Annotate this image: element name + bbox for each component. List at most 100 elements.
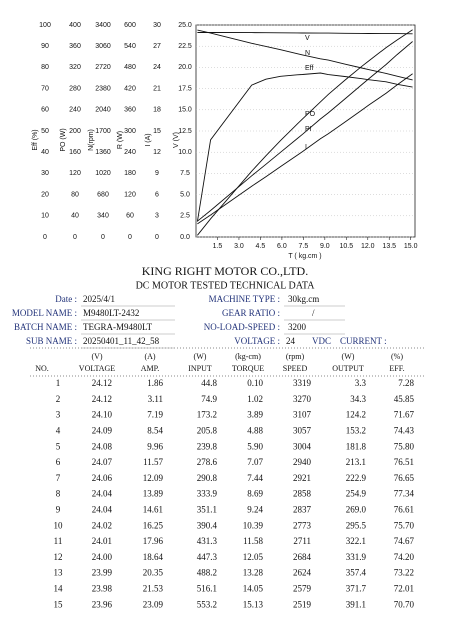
table-cell: 357.4 (346, 568, 367, 578)
y-tick-label: 1360 (95, 149, 111, 156)
x-tick-label: 6.0 (277, 243, 287, 250)
table-cell: 74.43 (394, 425, 415, 435)
table-cell: 4.88 (247, 425, 263, 435)
table-cell: 2711 (293, 536, 311, 546)
column-header: NO. (35, 364, 49, 373)
field-label: VOLTAGE : (234, 336, 280, 346)
table-cell: 23.98 (92, 583, 113, 593)
y-tick-label: 3400 (95, 22, 111, 29)
y-tick-label: 30 (153, 22, 161, 29)
y-tick-label: 5.0 (180, 191, 190, 198)
table-cell: 2940 (293, 457, 312, 467)
field-value: 3200 (288, 322, 307, 332)
table-cell: 11.58 (243, 536, 263, 546)
table-cell: 24.00 (92, 552, 113, 562)
table-cell: 290.8 (197, 473, 218, 483)
table-cell: 44.8 (201, 378, 217, 388)
y-tick-label: 15 (153, 128, 161, 135)
table-cell: 8 (56, 489, 61, 499)
y-tick-label: 80 (41, 64, 49, 71)
curve (196, 72, 413, 222)
table-cell: 23.09 (143, 599, 164, 609)
table-cell: 3 (56, 410, 61, 420)
y-tick-label: 400 (69, 22, 81, 29)
curve-label: PO (305, 111, 316, 118)
y-tick-label: 50 (41, 128, 49, 135)
y-tick-label: 20 (41, 191, 49, 198)
table-cell: 23.96 (92, 599, 113, 609)
axis-label: N(rpm) (88, 129, 95, 151)
y-tick-label: 17.5 (178, 85, 192, 92)
table-cell: 76.61 (394, 504, 414, 514)
table-cell: 3.3 (355, 378, 367, 388)
table-cell: 391.1 (346, 599, 366, 609)
column-header: EFF. (389, 364, 404, 373)
table-cell: 181.8 (346, 441, 367, 451)
x-tick-label: 7.5 (298, 243, 308, 250)
table-cell: 2624 (293, 568, 312, 578)
table-cell: 269.0 (346, 504, 367, 514)
column-unit: (rpm) (286, 352, 305, 361)
curve (197, 73, 413, 225)
field-label: MODEL NAME : (12, 308, 77, 318)
column-header: VOLTAGE (79, 364, 116, 373)
table-cell: 3.89 (247, 410, 263, 420)
y-tick-label: 600 (124, 22, 136, 29)
axis-label: PO (W) (60, 128, 67, 151)
table-cell: 11.57 (143, 457, 163, 467)
table-cell: 2858 (293, 489, 312, 499)
table-cell: 213.1 (346, 457, 366, 467)
table-cell: 2684 (293, 552, 312, 562)
x-tick-label: 12.0 (361, 243, 375, 250)
x-tick-label: 13.5 (382, 243, 396, 250)
table-cell: 7.28 (398, 378, 414, 388)
column-unit: (%) (391, 352, 403, 361)
x-tick-label: 10.5 (339, 243, 353, 250)
y-tick-label: 10 (41, 213, 49, 220)
table-cell: 5.90 (247, 441, 263, 451)
y-tick-label: 27 (153, 43, 161, 50)
y-tick-label: 60 (41, 107, 49, 114)
field-label: Date : (55, 294, 77, 304)
table-cell: 239.8 (197, 441, 218, 451)
y-tick-label: 240 (124, 149, 136, 156)
company-title: KING RIGHT MOTOR CO.,LTD. (142, 264, 308, 278)
table-cell: 2579 (293, 583, 312, 593)
y-tick-label: 90 (41, 43, 49, 50)
table-cell: 254.9 (346, 489, 367, 499)
y-tick-label: 70 (41, 85, 49, 92)
table-cell: 24.04 (92, 489, 113, 499)
table-cell: 222.9 (346, 473, 367, 483)
curve (197, 32, 413, 35)
table-cell: 13.28 (243, 568, 264, 578)
table-cell: 10.39 (243, 520, 264, 530)
column-header: SPEED (283, 364, 308, 373)
y-tick-label: 160 (69, 149, 81, 156)
y-tick-label: 80 (71, 191, 79, 198)
table-cell: 16.25 (143, 520, 164, 530)
table-cell: 7.07 (247, 457, 263, 467)
field-value: 24 (286, 336, 296, 346)
table-cell: 124.2 (346, 410, 366, 420)
table-cell: 14.61 (143, 504, 163, 514)
y-tick-label: 40 (41, 149, 49, 156)
table-cell: 6 (56, 457, 61, 467)
table-cell: 205.8 (197, 425, 218, 435)
table-cell: 153.2 (346, 425, 366, 435)
y-tick-label: 0.0 (180, 234, 190, 241)
table-cell: 74.9 (201, 394, 217, 404)
table-cell: 0.10 (247, 378, 263, 388)
y-tick-label: 180 (124, 170, 136, 177)
column-unit: (W) (194, 352, 207, 361)
curve (197, 29, 413, 236)
table-cell: 322.1 (346, 536, 366, 546)
field-value: TEGRA-M9480LT (83, 322, 153, 332)
table-cell: 1.86 (147, 378, 163, 388)
y-tick-label: 9 (155, 170, 159, 177)
table-cell: 2773 (293, 520, 312, 530)
column-header: OUTPUT (332, 364, 364, 373)
y-tick-label: 30 (41, 170, 49, 177)
table-cell: 14.05 (243, 583, 264, 593)
field-value: 20250401_11_42_58 (83, 336, 160, 346)
